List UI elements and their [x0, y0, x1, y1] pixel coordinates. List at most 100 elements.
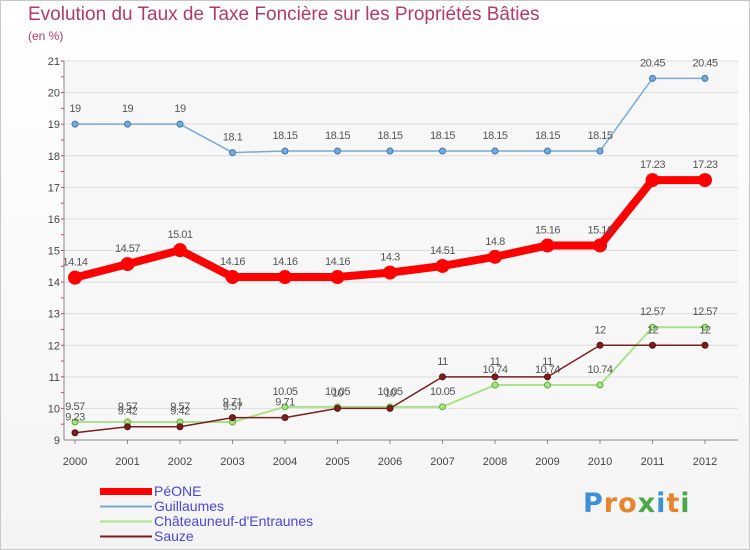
- series-point-2: [649, 323, 656, 331]
- data-label-2: 10.05: [325, 386, 350, 398]
- legend-item-guillaumes: Guillaumes: [100, 499, 313, 514]
- data-label-2: 12.57: [640, 306, 665, 318]
- data-label-0: 14.16: [220, 256, 245, 268]
- data-label-0: 14.51: [430, 245, 455, 257]
- logo-letter: i: [656, 488, 667, 519]
- data-label-0: 17.23: [692, 159, 717, 171]
- y-tick-label: 15: [48, 246, 60, 258]
- data-label-3: 10: [332, 387, 344, 399]
- legend-label-guillaumes: Guillaumes: [154, 498, 225, 514]
- series-point-1: [491, 147, 499, 155]
- legend-swatch-sauze: [100, 535, 152, 538]
- logo-letter: i: [680, 488, 691, 519]
- series-point-0: [225, 270, 240, 285]
- data-label-0: 15.01: [167, 229, 192, 241]
- y-tick-label: 11: [49, 372, 60, 384]
- data-label-1: 18.15: [535, 130, 560, 142]
- series-point-3: [176, 423, 184, 431]
- data-label-0: 14.57: [115, 243, 140, 255]
- proxiti-logo: Proxiti: [583, 488, 691, 519]
- data-label-3: 12: [647, 324, 659, 336]
- data-label-3: 9.42: [118, 406, 138, 418]
- data-label-2: 9.57: [118, 401, 138, 413]
- legend-label-sauze: Sauze: [154, 528, 194, 544]
- data-label-2: 10.74: [482, 364, 507, 376]
- series-point-0: [120, 257, 135, 272]
- x-tick-label: 2007: [430, 456, 454, 468]
- data-label-1: 18.15: [325, 130, 350, 142]
- series-point-1: [176, 120, 184, 128]
- x-tick-label: 2005: [325, 456, 349, 468]
- data-label-0: 14.3: [380, 252, 400, 264]
- legend-label-peone: PéONE: [154, 483, 202, 499]
- y-tick-label: 21: [48, 56, 60, 68]
- x-tick-label: 2011: [641, 456, 665, 468]
- data-label-1: 20.45: [692, 57, 717, 69]
- series-point-0: [278, 270, 292, 285]
- data-label-3: 11: [490, 356, 501, 368]
- data-label-2: 9.57: [223, 401, 243, 413]
- series-point-1: [596, 147, 604, 155]
- logo-letter: o: [618, 488, 638, 519]
- data-label-3: 9.71: [223, 397, 243, 409]
- y-tick-label: 10: [48, 403, 60, 415]
- data-label-3: 9.42: [170, 406, 190, 418]
- legend-swatch-guillaumes: [100, 505, 152, 508]
- y-tick-label: 18: [48, 151, 60, 163]
- series-point-1: [281, 147, 289, 155]
- series-point-2: [439, 403, 446, 411]
- data-label-2: 10.05: [430, 386, 455, 398]
- series-point-0: [383, 265, 397, 280]
- data-label-1: 18.15: [482, 130, 507, 142]
- data-label-2: 9.57: [65, 401, 85, 413]
- series-point-0: [593, 238, 607, 253]
- series-point-3: [649, 341, 656, 349]
- data-label-1: 19: [122, 103, 134, 115]
- logo-letter: t: [666, 488, 681, 519]
- data-label-2: 12.57: [692, 306, 717, 318]
- series-point-0: [488, 249, 502, 264]
- legend-swatch-peone: [100, 488, 152, 495]
- data-label-0: 14.16: [325, 256, 350, 268]
- series-point-1: [229, 149, 236, 157]
- data-label-1: 18.15: [272, 130, 297, 142]
- data-label-0: 14.14: [62, 257, 87, 269]
- legend-item-chateauneuf: Châteauneuf-d'Entraunes: [100, 514, 313, 529]
- series-point-3: [124, 423, 131, 431]
- series-point-1: [439, 147, 446, 155]
- legend-swatch-chateauneuf: [100, 520, 152, 523]
- data-label-3: 12: [594, 324, 606, 336]
- x-tick-label: 2008: [483, 456, 507, 468]
- logo-letter: x: [637, 488, 657, 519]
- data-label-2: 10.05: [377, 386, 402, 398]
- series-point-2: [71, 418, 79, 426]
- series-point-1: [71, 120, 79, 128]
- series-point-2: [491, 381, 499, 389]
- series-point-3: [386, 404, 394, 412]
- data-label-2: 10.74: [587, 364, 612, 376]
- series-point-0: [330, 270, 345, 285]
- series-point-1: [649, 74, 656, 82]
- series-point-3: [491, 373, 499, 381]
- series-point-0: [68, 270, 82, 285]
- series-point-0: [173, 243, 187, 258]
- data-label-2: 9.57: [170, 401, 190, 413]
- legend: PéONE Guillaumes Châteauneuf-d'Entraunes…: [100, 484, 313, 544]
- data-label-1: 18.15: [587, 130, 612, 142]
- x-tick-label: 2000: [63, 456, 87, 468]
- y-tick-label: 13: [48, 309, 60, 321]
- series-point-2: [596, 381, 604, 389]
- data-label-1: 18.1: [223, 132, 243, 144]
- series-point-1: [701, 74, 709, 82]
- data-label-3: 11: [437, 356, 448, 368]
- x-tick-label: 2002: [168, 456, 192, 468]
- data-label-3: 11: [542, 356, 553, 368]
- y-tick-label: 19: [48, 119, 60, 131]
- series-point-1: [124, 120, 131, 128]
- data-label-0: 17.23: [640, 159, 665, 171]
- series-point-0: [645, 173, 660, 188]
- y-tick-label: 20: [48, 88, 60, 100]
- data-label-1: 18.15: [430, 130, 455, 142]
- y-tick-label: 17: [48, 182, 60, 194]
